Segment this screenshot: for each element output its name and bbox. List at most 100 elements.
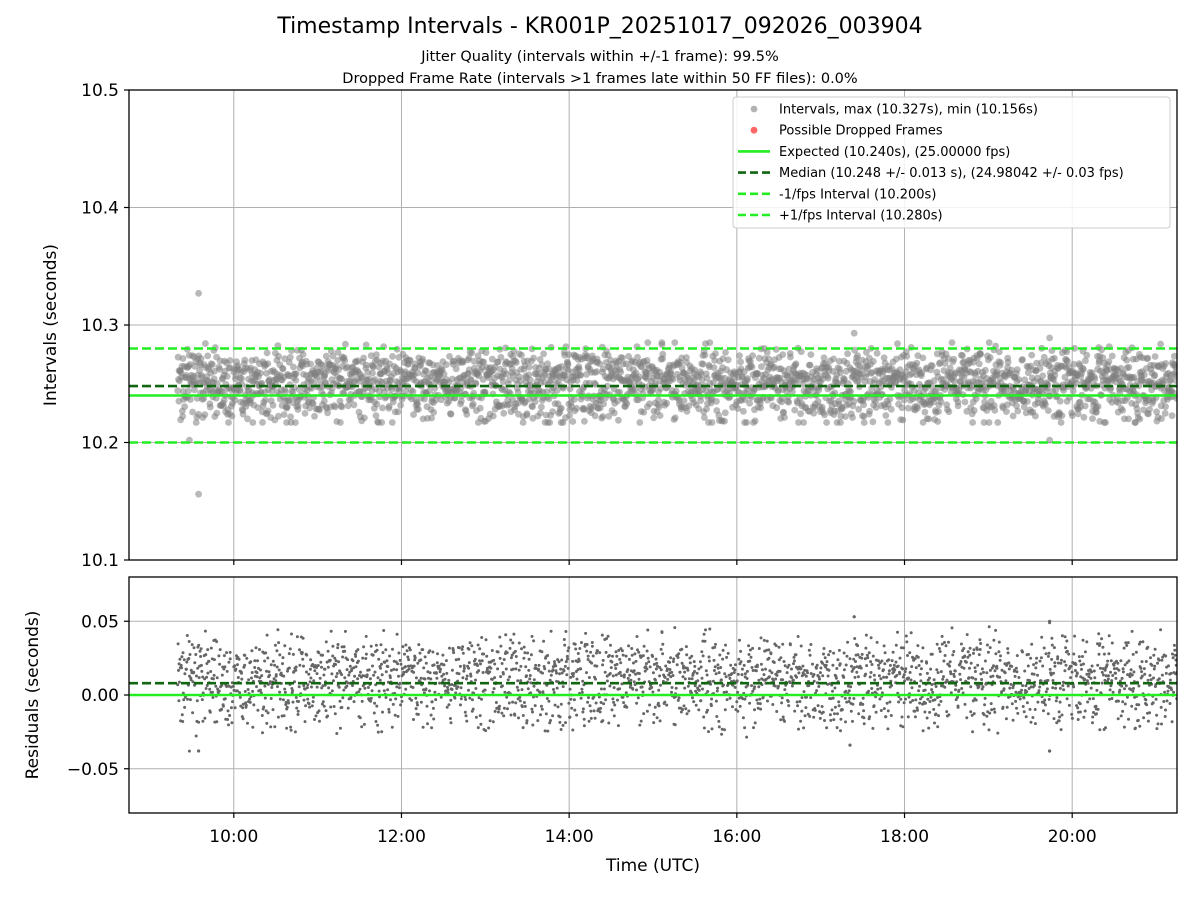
interval-point xyxy=(463,411,471,418)
interval-point xyxy=(1162,403,1169,411)
residual-point xyxy=(464,698,468,701)
interval-point xyxy=(571,395,578,403)
residual-point xyxy=(513,713,517,717)
residual-point xyxy=(1076,706,1080,710)
residual-point xyxy=(278,697,282,701)
residual-point xyxy=(490,677,494,681)
residual-point xyxy=(340,673,344,677)
residual-point xyxy=(886,727,890,731)
chart-subtitle-dropped: Dropped Frame Rate (intervals >1 frames … xyxy=(342,71,858,87)
residual-point xyxy=(620,649,624,653)
residual-point xyxy=(719,678,723,682)
residual-point xyxy=(199,655,203,658)
interval-point xyxy=(1080,413,1088,421)
residual-point xyxy=(246,688,250,691)
residual-point xyxy=(268,680,272,684)
residual-point xyxy=(338,699,342,703)
residual-point xyxy=(1074,674,1078,678)
residual-point xyxy=(467,647,471,651)
residual-point xyxy=(316,664,320,667)
residual-point xyxy=(411,686,415,689)
residual-point xyxy=(416,712,420,716)
residual-point xyxy=(505,695,509,699)
residual-point xyxy=(656,701,660,705)
interval-point xyxy=(820,354,828,362)
residual-point xyxy=(626,668,630,672)
residual-point xyxy=(970,713,974,717)
residual-point xyxy=(1061,684,1065,688)
residual-point xyxy=(659,647,663,651)
residual-point xyxy=(969,661,973,665)
residual-point xyxy=(223,697,227,701)
interval-point xyxy=(1073,379,1080,387)
residual-point xyxy=(338,726,342,730)
chart-title: Timestamp Intervals - KR001P_20251017_09… xyxy=(277,14,923,39)
residual-point xyxy=(295,706,299,710)
interval-point xyxy=(311,412,318,420)
residual-point xyxy=(715,689,719,693)
residual-point xyxy=(252,703,256,707)
residual-point xyxy=(637,650,641,654)
residual-point xyxy=(755,663,759,667)
residual-point xyxy=(698,660,702,664)
residual-point xyxy=(948,660,952,664)
residual-point xyxy=(1022,710,1026,714)
residual-point xyxy=(323,667,327,671)
residual-point xyxy=(1083,650,1087,654)
residual-point xyxy=(993,710,997,714)
residual-point xyxy=(640,685,644,689)
residual-point xyxy=(302,664,305,668)
residual-point xyxy=(385,659,389,663)
residual-point xyxy=(796,635,800,638)
residual-point xyxy=(589,709,593,713)
residual-point xyxy=(227,723,230,727)
residual-point xyxy=(356,677,360,681)
interval-point xyxy=(1052,387,1059,394)
residual-point xyxy=(530,707,534,711)
residual-point xyxy=(343,649,347,653)
residual-point xyxy=(511,667,515,671)
residual-point xyxy=(450,668,454,672)
residual-point xyxy=(478,659,482,663)
residual-point xyxy=(256,708,260,712)
residual-point xyxy=(414,696,418,700)
interval-point xyxy=(650,414,658,422)
residual-point xyxy=(739,660,743,664)
residual-point xyxy=(384,648,388,652)
residual-point xyxy=(476,643,480,647)
residual-point xyxy=(788,643,792,647)
interval-point xyxy=(287,413,294,421)
residual-point xyxy=(287,652,291,656)
residual-point xyxy=(376,676,380,680)
interval-point xyxy=(202,340,209,347)
residual-point xyxy=(684,645,688,649)
residual-point xyxy=(830,708,834,712)
residual-point xyxy=(630,653,634,657)
interval-point xyxy=(896,366,904,373)
residual-point xyxy=(856,653,860,657)
residual-point xyxy=(904,634,908,638)
interval-point xyxy=(1108,352,1116,360)
interval-point xyxy=(935,408,942,415)
residual-point xyxy=(204,687,208,690)
residual-point xyxy=(777,658,781,662)
interval-point xyxy=(389,353,396,360)
residual-point xyxy=(940,642,944,646)
residual-point xyxy=(1064,663,1068,667)
residual-point xyxy=(706,690,710,693)
residual-point xyxy=(929,667,933,671)
interval-point xyxy=(937,398,945,406)
residual-point xyxy=(604,650,608,654)
residual-point xyxy=(1080,667,1083,671)
residual-point xyxy=(750,666,754,669)
residual-point xyxy=(797,727,800,731)
residual-point xyxy=(612,686,616,690)
residual-point xyxy=(440,674,444,678)
residual-point xyxy=(707,655,711,659)
residual-point xyxy=(979,672,983,676)
residual-point xyxy=(450,688,454,691)
residual-point xyxy=(278,690,282,694)
interval-point xyxy=(640,408,648,416)
residual-point xyxy=(474,687,478,690)
residual-point xyxy=(644,662,648,666)
